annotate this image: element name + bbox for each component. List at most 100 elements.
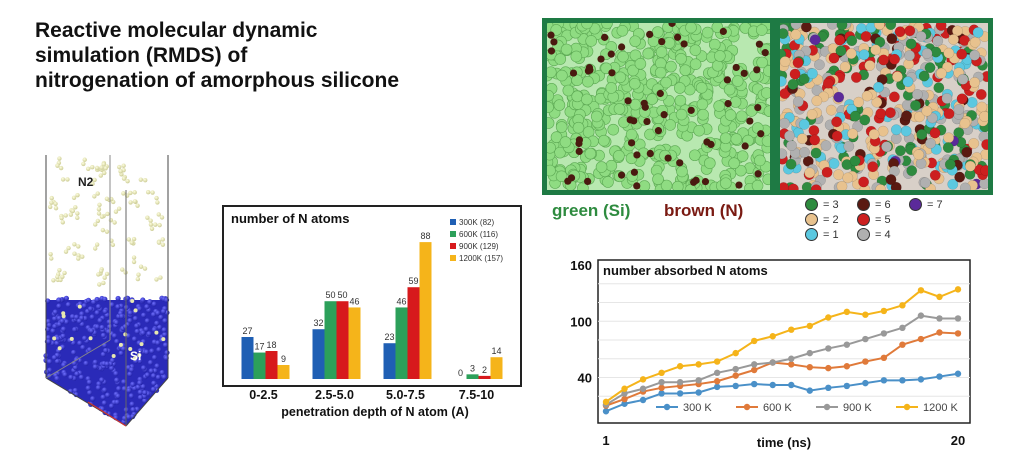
si-atom <box>152 368 158 374</box>
coordination-swatch <box>805 213 818 226</box>
n-atom <box>601 33 609 41</box>
si-atom <box>697 108 709 121</box>
bar <box>490 357 503 379</box>
si-atom <box>150 373 157 379</box>
coordination-atom <box>780 117 790 129</box>
si-atom <box>134 323 140 329</box>
bar-legend-swatch <box>450 255 456 261</box>
si-atom <box>762 173 770 186</box>
bar <box>419 242 432 379</box>
si-atom <box>663 37 676 49</box>
coordination-atom <box>943 108 955 120</box>
data-point <box>899 302 906 309</box>
si-atom <box>134 328 140 335</box>
n2-atom <box>92 194 97 199</box>
n2-atom <box>57 267 62 273</box>
data-point <box>676 363 684 370</box>
n2-atom <box>101 162 106 167</box>
coordination-atom <box>836 180 848 190</box>
si-atom <box>572 121 585 134</box>
data-point <box>936 315 943 322</box>
si-atom <box>115 304 121 310</box>
n2-atom <box>108 217 114 223</box>
coordination-atom <box>884 107 896 119</box>
coordination-atom <box>969 36 981 48</box>
bar-chart-x-axis: 0-2.5 2.5-5.0 5.0-7.5 7.5-10 <box>222 388 522 408</box>
n2-atom <box>95 218 101 224</box>
n2-atom <box>90 181 95 187</box>
si-atom <box>136 358 143 364</box>
si-atom <box>88 328 94 334</box>
coordination-atom <box>956 93 968 105</box>
coordination-swatch <box>857 213 870 226</box>
data-point <box>658 384 665 392</box>
data-point <box>676 390 684 397</box>
data-point <box>658 390 665 397</box>
si-atom <box>155 310 161 316</box>
label-brown-n: brown (N) <box>664 201 744 220</box>
si-atom <box>77 340 83 346</box>
si-atom <box>605 82 618 94</box>
si-atom <box>65 302 71 308</box>
si-atom <box>560 43 573 56</box>
coordination-atom <box>849 110 861 122</box>
bar-value-label: 9 <box>281 354 286 364</box>
si-atom <box>150 386 156 392</box>
si-atom <box>163 355 169 361</box>
coordination-atom <box>828 158 840 169</box>
data-point <box>695 361 702 368</box>
si-atom <box>601 23 613 30</box>
si-atom <box>101 387 108 393</box>
si-atom <box>108 403 115 409</box>
n2-atom <box>117 164 122 170</box>
coordination-atom <box>906 165 918 177</box>
n-atom <box>719 27 727 36</box>
n-atom <box>61 314 66 319</box>
n-atom <box>61 311 66 316</box>
snapshot-coordination-drawing <box>780 23 988 190</box>
data-point <box>713 378 721 385</box>
coordination-atom <box>916 128 928 140</box>
n-atom <box>757 130 765 138</box>
bar-legend-item: 1200K (157) <box>450 252 503 264</box>
n-atom <box>132 356 137 361</box>
si-atom <box>73 314 80 320</box>
n2-atom <box>76 256 81 261</box>
si-atom <box>160 308 167 315</box>
snapshot-si-n-drawing <box>547 23 770 190</box>
n2-atom <box>72 242 77 247</box>
si-atom <box>101 400 107 406</box>
si-atom <box>143 349 150 355</box>
si-atom <box>585 35 597 47</box>
coordination-atom <box>910 100 921 111</box>
n2-atom <box>121 191 126 196</box>
n2-atom <box>156 212 161 217</box>
si-atom <box>629 35 641 48</box>
n2-atom <box>125 179 130 184</box>
si-atom <box>664 119 676 131</box>
data-point <box>899 377 906 384</box>
n2-atom <box>49 256 54 261</box>
n2-atom <box>116 206 122 211</box>
coordination-atom <box>831 116 843 128</box>
n2-atom <box>132 199 138 204</box>
n2-atom <box>102 170 107 176</box>
si-atom <box>59 318 65 324</box>
si-atom <box>92 364 98 370</box>
n-atom <box>732 63 740 72</box>
coordination-atom <box>790 29 802 41</box>
data-point <box>788 355 795 362</box>
si-atom <box>62 371 68 378</box>
bar <box>265 351 278 379</box>
si-atom <box>74 371 80 377</box>
coordination-atom <box>935 23 947 31</box>
x-tick-label: 20 <box>951 433 965 448</box>
coordination-atom <box>914 111 925 123</box>
data-point <box>917 287 925 294</box>
coordination-atom <box>792 96 804 108</box>
si-atom <box>149 348 155 354</box>
si-atom <box>614 71 627 84</box>
coordination-atom <box>849 155 861 167</box>
n-atom <box>640 99 648 107</box>
si-atom <box>554 53 567 65</box>
